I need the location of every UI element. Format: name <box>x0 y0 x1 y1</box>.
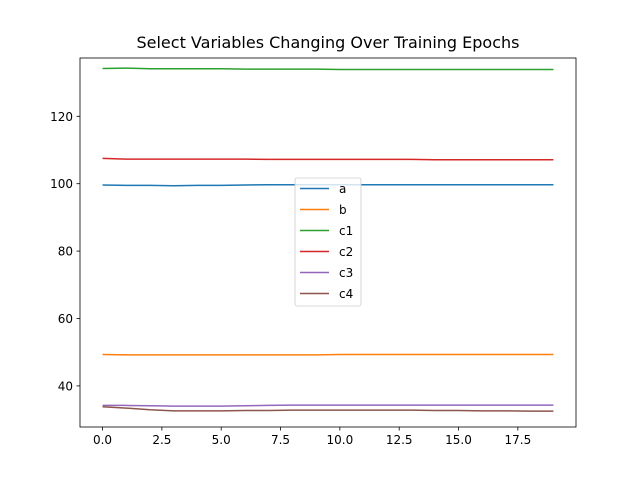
legend-label-c4: c4 <box>339 287 353 301</box>
x-tick-label: 0.0 <box>93 433 112 447</box>
legend-label-b: b <box>339 203 347 217</box>
x-tick-label: 10.0 <box>327 433 354 447</box>
legend-label-c1: c1 <box>339 224 353 238</box>
y-tick-label: 60 <box>58 312 73 326</box>
x-tick-label: 7.5 <box>271 433 290 447</box>
y-tick-label: 100 <box>50 177 73 191</box>
series-line-c3 <box>103 405 554 406</box>
series-line-c2 <box>103 158 554 159</box>
x-tick-label: 15.0 <box>445 433 472 447</box>
series-line-c4 <box>103 407 554 411</box>
chart-title: Select Variables Changing Over Training … <box>80 33 576 52</box>
x-tick-label: 12.5 <box>386 433 413 447</box>
series-line-c1 <box>103 68 554 69</box>
legend-label-c3: c3 <box>339 266 353 280</box>
x-tick-label: 2.5 <box>152 433 171 447</box>
x-tick-label: 5.0 <box>212 433 231 447</box>
y-tick-label: 80 <box>58 245 73 259</box>
legend-label-a: a <box>339 182 346 196</box>
legend-label-c2: c2 <box>339 245 353 259</box>
y-tick-label: 120 <box>50 110 73 124</box>
x-tick-label: 17.5 <box>504 433 531 447</box>
y-tick-label: 40 <box>58 379 73 393</box>
